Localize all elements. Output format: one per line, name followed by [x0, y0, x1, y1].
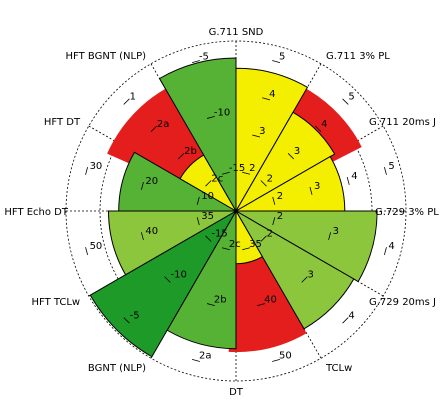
sector-label: HFT TCLw [31, 297, 80, 308]
sector-label: DT [229, 387, 244, 398]
tick-label: 4 [388, 241, 394, 252]
tick-mark [124, 99, 130, 105]
tick-label: 4 [348, 310, 354, 321]
sector-label: G.711 SND [209, 27, 264, 38]
tick-mark [86, 247, 88, 255]
tick-label: 3 [259, 126, 265, 137]
tick-label: 2 [277, 191, 283, 202]
tick-label: 2a [199, 350, 212, 361]
tick-label: 2c [211, 173, 223, 184]
tick-mark [343, 318, 349, 324]
sector-label: G.711 3% PL [326, 51, 390, 62]
tick-label: 10 [201, 191, 214, 202]
tick-label: 3 [308, 270, 314, 281]
tick-label: 5 [388, 161, 394, 172]
tick-label: 40 [264, 295, 277, 306]
tick-label: -5 [199, 52, 209, 63]
tick-mark [343, 99, 349, 105]
tick-label: 4 [321, 119, 327, 130]
sector-label: BGNT (NLP) [88, 363, 146, 374]
tick-label: -15 [211, 229, 227, 240]
tick-label: 2b [214, 295, 227, 306]
sector-label: HFT Echo DT [4, 207, 69, 218]
tick-label: 3 [333, 226, 339, 237]
tick-label: -15 [229, 163, 245, 174]
tick-label: 1 [130, 92, 136, 103]
sector-label: G.729 20ms J [369, 297, 436, 308]
tick-label: 2 [267, 173, 273, 184]
tick-label: 40 [145, 226, 158, 237]
tick-label: 30 [90, 161, 103, 172]
tick-mark [86, 167, 88, 175]
sector-label: HFT BGNT (NLP) [66, 51, 147, 62]
tick-label: 2 [267, 229, 273, 240]
tick-label: 2c [229, 239, 241, 250]
tick-mark [384, 247, 386, 255]
tick-label: 2a [157, 119, 170, 130]
tick-label: 5 [279, 52, 285, 63]
tick-label: 20 [145, 176, 158, 187]
sector-label: TCLw [325, 363, 352, 374]
tick-label: 4 [351, 171, 357, 182]
sector-label: G.729 3% PL [375, 207, 439, 218]
tick-label: -5 [130, 310, 140, 321]
tick-label: 3 [294, 146, 300, 157]
tick-mark [384, 167, 386, 175]
tick-label: 35 [249, 239, 262, 250]
tick-label: -10 [214, 107, 230, 118]
tick-label: 5 [348, 92, 354, 103]
sector-label: HFT DT [44, 117, 81, 128]
tick-label: 3 [314, 181, 320, 192]
tick-mark [347, 177, 349, 185]
tick-label: 35 [201, 211, 214, 222]
tick-label: 2b [184, 146, 197, 157]
tick-label: -10 [170, 270, 186, 281]
tick-label: 4 [269, 89, 275, 100]
tick-label: 50 [279, 350, 292, 361]
tick-label: 2 [249, 163, 255, 174]
tick-label: 50 [90, 241, 103, 252]
tick-label: 2 [277, 211, 283, 222]
sector-label: G.711 20ms J [369, 117, 436, 128]
